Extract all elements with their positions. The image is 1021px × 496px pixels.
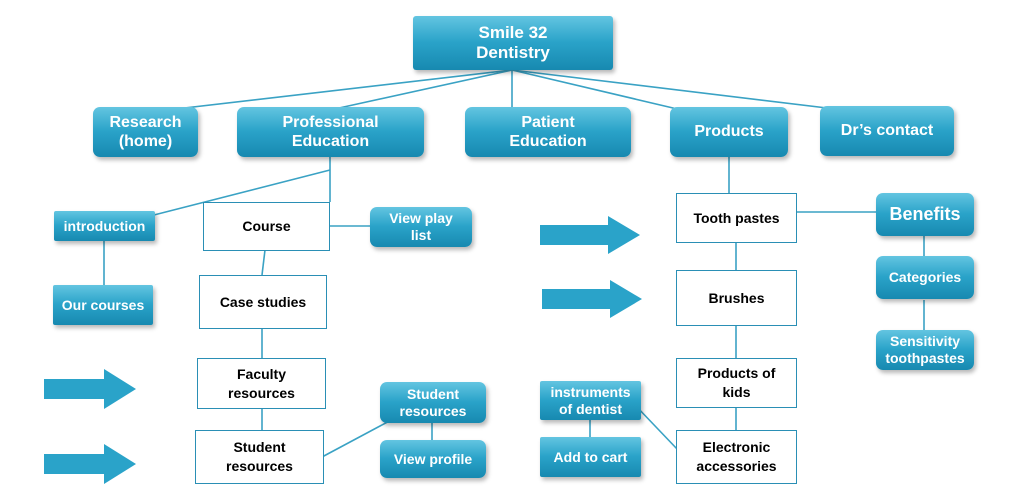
node-student-resources-sub[interactable]: Student resources bbox=[380, 382, 486, 423]
arrow-icon bbox=[540, 216, 640, 254]
nav-research-label: Research (home) bbox=[109, 113, 182, 150]
introduction-label: introduction bbox=[63, 217, 146, 234]
connector-root-research bbox=[149, 69, 513, 113]
node-our-courses[interactable]: Our courses bbox=[53, 285, 153, 325]
our-courses-label: Our courses bbox=[61, 296, 145, 313]
nav-drs-contact[interactable]: Dr’s contact bbox=[820, 106, 954, 156]
node-case-studies[interactable]: Case studies bbox=[199, 275, 327, 329]
root-node-label: Smile 32 Dentistry bbox=[476, 22, 550, 62]
view-profile-label: View profile bbox=[393, 450, 473, 467]
categories-label: Categories bbox=[888, 269, 962, 286]
nav-patient-education[interactable]: Patient Education bbox=[465, 107, 631, 157]
benefits-label: Benefits bbox=[889, 203, 961, 224]
connector-instruments-electronic bbox=[634, 404, 679, 451]
node-faculty-resources[interactable]: Faculty resources bbox=[197, 358, 326, 409]
products-of-kids-label: Products of kids bbox=[697, 365, 776, 400]
node-categories[interactable]: Categories bbox=[876, 256, 974, 299]
nav-professional-education[interactable]: Professional Education bbox=[237, 107, 424, 157]
connector-root-professional bbox=[329, 69, 513, 111]
node-instruments-of-dentist[interactable]: instruments of dentist bbox=[540, 381, 641, 420]
node-sensitivity-toothpastes[interactable]: Sensitivity toothpastes bbox=[876, 330, 974, 370]
node-course[interactable]: Course bbox=[203, 202, 330, 251]
arrow-icon bbox=[44, 444, 136, 484]
course-label: Course bbox=[242, 218, 291, 235]
node-brushes[interactable]: Brushes bbox=[676, 270, 797, 326]
electronic-accessories-label: Electronic accessories bbox=[696, 439, 777, 474]
nav-products-label: Products bbox=[694, 123, 764, 141]
student-resources-label: Student resources bbox=[226, 439, 293, 474]
nav-research-home[interactable]: Research (home) bbox=[93, 107, 198, 157]
student-resources-sub-label: Student resources bbox=[399, 385, 467, 419]
sensitivity-toothpastes-label: Sensitivity toothpastes bbox=[885, 333, 965, 366]
nav-professional-label: Professional Education bbox=[282, 113, 379, 150]
nav-patient-label: Patient Education bbox=[509, 113, 587, 150]
connector-professional-intro-branch bbox=[149, 169, 331, 217]
connector-student-studentres bbox=[321, 417, 396, 458]
root-node-smile32-dentistry[interactable]: Smile 32 Dentistry bbox=[413, 16, 613, 70]
tooth-pastes-label: Tooth pastes bbox=[693, 209, 780, 226]
add-to-cart-label: Add to cart bbox=[553, 448, 628, 465]
nav-drs-contact-label: Dr’s contact bbox=[840, 122, 934, 140]
node-introduction[interactable]: introduction bbox=[54, 211, 155, 241]
node-view-profile[interactable]: View profile bbox=[380, 440, 486, 478]
node-benefits[interactable]: Benefits bbox=[876, 193, 974, 236]
arrow-icon bbox=[44, 369, 136, 409]
node-products-of-kids[interactable]: Products of kids bbox=[676, 358, 797, 408]
node-add-to-cart[interactable]: Add to cart bbox=[540, 437, 641, 477]
node-tooth-pastes[interactable]: Tooth pastes bbox=[676, 193, 797, 243]
connector-root-contact bbox=[511, 69, 861, 113]
node-student-resources[interactable]: Student resources bbox=[195, 430, 324, 484]
nav-products[interactable]: Products bbox=[670, 107, 788, 157]
arrow-icon bbox=[542, 280, 642, 318]
instruments-of-dentist-label: instruments of dentist bbox=[550, 383, 631, 417]
node-electronic-accessories[interactable]: Electronic accessories bbox=[676, 430, 797, 484]
connector-course-casestudies bbox=[261, 249, 266, 276]
faculty-resources-label: Faculty resources bbox=[228, 365, 295, 401]
view-play-list-label: View play list bbox=[389, 210, 453, 243]
brushes-label: Brushes bbox=[708, 289, 765, 306]
case-studies-label: Case studies bbox=[219, 293, 307, 310]
connector-root-products bbox=[511, 69, 691, 113]
node-view-play-list[interactable]: View play list bbox=[370, 207, 472, 247]
